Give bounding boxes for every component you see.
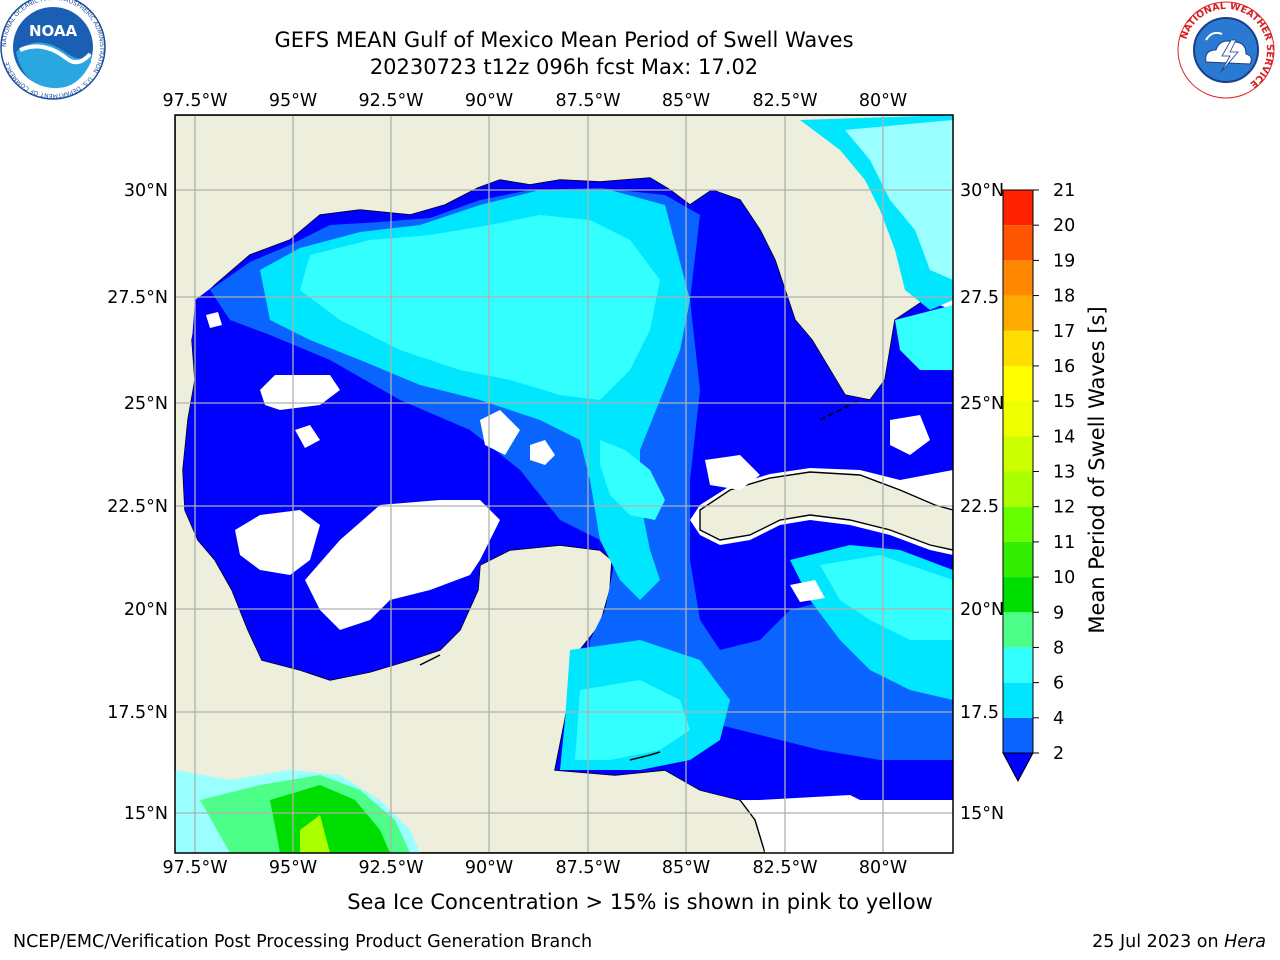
missing-data-patch — [480, 410, 520, 455]
colorbar-label: Mean Period of Swell Waves [s] — [1085, 306, 1109, 634]
pacific-band-13s — [300, 815, 330, 853]
lat-tick-label-right: 15°N — [960, 804, 1004, 824]
missing-data-patch — [890, 415, 930, 455]
colorbar-tick-label: 19 — [1053, 251, 1075, 271]
missing-data-patch — [705, 455, 760, 490]
colorbar-extend-triangle — [1002, 752, 1034, 783]
missing-data-patch — [206, 312, 222, 328]
lat-tick-label-left: 25°N — [124, 394, 168, 414]
chart-title: GEFS MEAN Gulf of Mexico Mean Period of … — [274, 28, 854, 52]
lat-tick-label-left: 27.5°N — [107, 288, 168, 308]
colorbar-tick-label: 17 — [1053, 322, 1075, 342]
lon-tick-label-top: 90°W — [465, 91, 513, 111]
lat-tick-label-right: 30°N — [960, 181, 1004, 201]
footer-branch: NCEP/EMC/Verification Post Processing Pr… — [13, 932, 593, 952]
lat-tick-label-right: 20°N — [960, 600, 1004, 620]
colorbar-segment — [1003, 436, 1033, 472]
caribbean-band-8s — [820, 555, 953, 640]
missing-data-patch — [295, 425, 320, 448]
colorbar-tick-label: 15 — [1053, 392, 1075, 412]
nws-logo: NATIONAL WEATHER SERVICE — [1177, 1, 1275, 99]
colorbar-segment — [1003, 612, 1033, 648]
colorbar-tick-label: 6 — [1053, 674, 1064, 694]
colorbar-tick-label: 13 — [1053, 463, 1075, 483]
colorbar-segment — [1003, 647, 1033, 683]
map-plot-area — [175, 115, 953, 853]
lat-tick-label-left: 30°N — [124, 181, 168, 201]
lon-tick-label-bottom: 82.5°W — [752, 858, 817, 878]
colorbar-tick-label: 20 — [1053, 216, 1075, 236]
yucatan-band-8s — [575, 680, 690, 760]
lon-tick-label-top: 80°W — [859, 91, 907, 111]
colorbar-segment — [1003, 506, 1033, 542]
footer-date-text: 25 Jul 2023 on — [1092, 932, 1225, 952]
missing-data-patch — [305, 500, 500, 630]
noaa-logo-text: NOAA — [29, 22, 78, 40]
colorbar-tick-label: 8 — [1053, 638, 1064, 658]
colorbar-segment — [1003, 365, 1033, 402]
island-outline — [629, 751, 661, 761]
lon-tick-label-top: 87.5°W — [555, 91, 620, 111]
missing-data-patch — [530, 440, 555, 465]
colorbar-tick-label: 11 — [1053, 533, 1075, 553]
chart-subtitle: 20230723 t12z 096h fcst Max: 17.02 — [369, 55, 759, 79]
lat-tick-label-left: 20°N — [124, 600, 168, 620]
footer-machine: Hera — [1224, 932, 1266, 952]
lon-tick-label-bottom: 97.5°W — [162, 858, 227, 878]
island-outline — [419, 654, 441, 666]
swell-band-8s — [300, 215, 660, 400]
lon-tick-label-bottom: 95°W — [269, 858, 317, 878]
lat-tick-label-right: 17.5 — [960, 703, 999, 723]
lon-tick-label-bottom: 90°W — [465, 858, 513, 878]
colorbar-tick-label: 14 — [1053, 427, 1075, 447]
lat-tick-label-left: 15°N — [124, 804, 168, 824]
land-polygon — [699, 471, 953, 551]
colorbar-tick-label: 2 — [1053, 744, 1064, 764]
missing-data-patch — [260, 375, 340, 410]
noaa-logo: NATIONAL OCEANIC AND ATMOSPHERIC ADMINIS… — [0, 0, 106, 100]
colorbar-segment — [1003, 717, 1033, 753]
lon-tick-label-top: 95°W — [269, 91, 317, 111]
colorbar-tick-label: 16 — [1053, 357, 1075, 377]
missing-data-patch — [790, 580, 825, 602]
colorbar-tick-label: 21 — [1053, 181, 1075, 201]
colorbar-segment — [1003, 401, 1033, 437]
colorbar-tick-label: 9 — [1053, 603, 1064, 623]
colorbar-segment — [1003, 260, 1033, 296]
missing-data-patch — [760, 795, 953, 853]
colorbar-segment — [1003, 295, 1033, 331]
lon-tick-label-bottom: 92.5°W — [358, 858, 423, 878]
colorbar-segment — [1003, 330, 1033, 366]
map-frame — [174, 114, 954, 854]
colorbar-segment — [1003, 190, 1033, 226]
lon-tick-label-top: 92.5°W — [358, 91, 423, 111]
lat-tick-label-left: 17.5°N — [107, 703, 168, 723]
colorbar-tick-label: 12 — [1053, 498, 1075, 518]
lat-tick-label-right: 25°N — [960, 394, 1004, 414]
bahamas-band-8s — [895, 305, 953, 370]
lon-tick-label-top: 82.5°W — [752, 91, 817, 111]
lon-tick-label-bottom: 87.5°W — [555, 858, 620, 878]
colorbar-tick-label: 18 — [1053, 287, 1075, 307]
lon-tick-label-bottom: 80°W — [859, 858, 907, 878]
colorbar-segment — [1003, 577, 1033, 613]
lat-tick-label-right: 27.5 — [960, 288, 999, 308]
swell-band-8s-strait — [600, 440, 665, 520]
lat-tick-label-left: 22.5°N — [107, 497, 168, 517]
lon-tick-label-top: 97.5°W — [162, 91, 227, 111]
sea-ice-note: Sea Ice Concentration > 15% is shown in … — [347, 890, 933, 914]
missing-data-patch — [235, 510, 320, 575]
colorbar-tick-label: 10 — [1053, 568, 1075, 588]
lon-tick-label-top: 85°W — [662, 91, 710, 111]
colorbar-segment — [1003, 682, 1033, 718]
lon-tick-label-bottom: 85°W — [662, 858, 710, 878]
colorbar-tick-label: 4 — [1053, 709, 1064, 729]
lat-tick-label-right: 22.5 — [960, 497, 999, 517]
footer-date: 25 Jul 2023 on Hera — [1092, 932, 1266, 952]
colorbar-segment — [1003, 541, 1033, 578]
atlantic-band-9s — [845, 120, 953, 280]
colorbar-segment — [1003, 471, 1033, 507]
colorbar-segment — [1003, 225, 1033, 261]
